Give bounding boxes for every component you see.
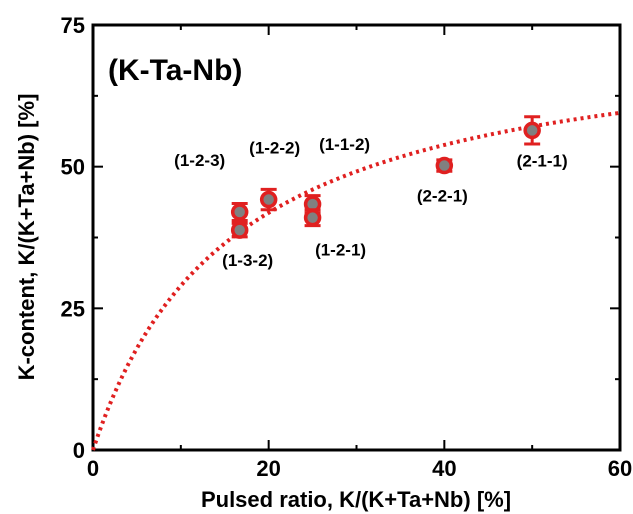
point-label: (1-2-2) (249, 139, 300, 158)
plot-frame (91, 23, 622, 452)
point-label: (1-1-2) (319, 135, 370, 154)
y-tick-label: 50 (61, 155, 85, 180)
y-tick-label: 25 (61, 296, 85, 321)
point-label: (1-2-1) (315, 241, 366, 260)
y-tick-label: 75 (61, 13, 85, 38)
data-point: (2-1-1) (517, 115, 568, 170)
point-label: (2-2-1) (417, 187, 468, 206)
data-marker (259, 190, 278, 209)
fit-curve (91, 110, 621, 451)
data-point: (1-2-1) (303, 208, 366, 260)
data-marker (303, 208, 322, 227)
data-marker (435, 156, 454, 175)
data-marker (230, 203, 249, 221)
data-point: (1-1-2) (303, 135, 370, 215)
y-tick-label: 0 (73, 438, 85, 463)
x-tick-label: 60 (608, 456, 632, 481)
data-point: (1-2-2) (249, 139, 300, 212)
ticks: 0 20 40 60 0 25 50 75 (61, 13, 633, 481)
panel-title: (K-Ta-Nb) (108, 54, 242, 87)
y-axis-label: K-content, K/(K+Ta+Nb) [%] (14, 94, 39, 381)
x-tick-label: 0 (87, 456, 99, 481)
data-points: (1-2-3) (1-3-2) (1-2-2) (1-1-2) (1-2-1) (2-2-… (174, 115, 568, 270)
point-label: (2-1-1) (517, 151, 568, 170)
x-tick-label: 20 (256, 456, 280, 481)
point-label: (1-3-2) (222, 251, 273, 270)
data-point: (1-2-3) (174, 151, 249, 222)
data-marker (230, 221, 249, 239)
x-tick-label: 40 (432, 456, 456, 481)
point-label: (1-2-3) (174, 151, 225, 170)
data-point: (1-3-2) (222, 221, 273, 270)
data-marker (523, 121, 541, 140)
data-point: (2-2-1) (417, 156, 468, 206)
x-axis-label: Pulsed ratio, K/(K+Ta+Nb) [%] (201, 487, 511, 512)
